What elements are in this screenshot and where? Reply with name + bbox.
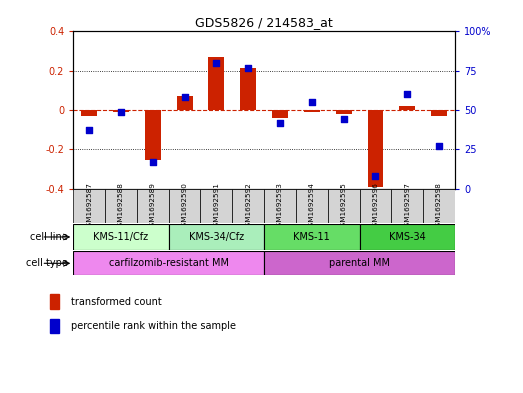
Text: cell line: cell line [30, 232, 68, 242]
Bar [50, 319, 59, 333]
Text: GSM1692590: GSM1692590 [181, 182, 188, 231]
Bar [73, 251, 264, 275]
Bar [391, 189, 423, 223]
Text: GSM1692598: GSM1692598 [436, 182, 442, 231]
Point [149, 159, 157, 165]
Bar [137, 189, 168, 223]
Bar [168, 189, 200, 223]
Bar [113, 110, 129, 112]
Bar [73, 189, 105, 223]
Point [180, 94, 189, 101]
Bar [73, 224, 168, 250]
Text: GSM1692597: GSM1692597 [404, 182, 410, 231]
Text: transformed count: transformed count [71, 297, 161, 307]
Bar [177, 96, 192, 110]
Text: GSM1692592: GSM1692592 [245, 182, 251, 231]
Bar [240, 68, 256, 110]
Bar [264, 189, 296, 223]
Bar [168, 224, 264, 250]
Text: GSM1692593: GSM1692593 [277, 182, 283, 231]
Text: GSM1692594: GSM1692594 [309, 182, 315, 231]
Bar [336, 110, 351, 114]
Bar [328, 189, 360, 223]
Point [85, 127, 93, 134]
Text: GSM1692587: GSM1692587 [86, 182, 92, 231]
Text: KMS-34: KMS-34 [389, 232, 426, 242]
Point [308, 99, 316, 105]
Bar [296, 189, 328, 223]
Text: parental MM: parental MM [329, 258, 390, 268]
Text: GSM1692596: GSM1692596 [372, 182, 379, 231]
Text: KMS-11/Cfz: KMS-11/Cfz [94, 232, 149, 242]
Point [244, 64, 253, 71]
Text: GSM1692588: GSM1692588 [118, 182, 124, 231]
Text: KMS-11: KMS-11 [293, 232, 330, 242]
Text: percentile rank within the sample: percentile rank within the sample [71, 321, 235, 331]
Bar [431, 110, 447, 116]
Bar [81, 110, 97, 116]
Point [403, 91, 412, 97]
Bar [264, 251, 455, 275]
Bar [272, 110, 288, 118]
Bar [105, 189, 137, 223]
Point [117, 108, 125, 115]
Bar [50, 294, 59, 309]
Point [339, 116, 348, 123]
Point [435, 143, 444, 149]
Point [371, 173, 380, 179]
Bar [423, 189, 455, 223]
Point [212, 60, 221, 66]
Title: GDS5826 / 214583_at: GDS5826 / 214583_at [195, 16, 333, 29]
Text: GSM1692589: GSM1692589 [150, 182, 156, 231]
Bar [400, 106, 415, 110]
Text: KMS-34/Cfz: KMS-34/Cfz [189, 232, 244, 242]
Bar [200, 189, 232, 223]
Bar [368, 110, 383, 187]
Text: GSM1692591: GSM1692591 [213, 182, 219, 231]
Text: GSM1692595: GSM1692595 [340, 182, 347, 231]
Bar [232, 189, 264, 223]
Text: cell type: cell type [26, 258, 68, 268]
Bar [145, 110, 161, 160]
Bar [360, 224, 455, 250]
Text: carfilzomib-resistant MM: carfilzomib-resistant MM [109, 258, 229, 268]
Bar [304, 110, 320, 112]
Bar [209, 57, 224, 110]
Bar [360, 189, 391, 223]
Bar [264, 224, 360, 250]
Point [276, 119, 284, 126]
